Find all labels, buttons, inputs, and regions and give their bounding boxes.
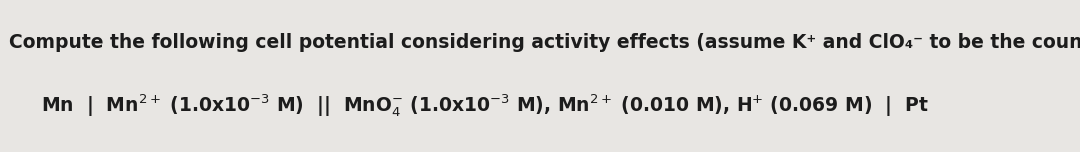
- Text: Compute the following cell potential considering activity effects (assume K⁺ and: Compute the following cell potential con…: [9, 33, 1080, 52]
- Text: Mn  |  Mn$^{2+}$ (1.0x10$^{-3}$ M)  ||  MnO$_{4}^{-}$ (1.0x10$^{-3}$ M), Mn$^{2+: Mn | Mn$^{2+}$ (1.0x10$^{-3}$ M) || MnO$…: [41, 92, 929, 119]
